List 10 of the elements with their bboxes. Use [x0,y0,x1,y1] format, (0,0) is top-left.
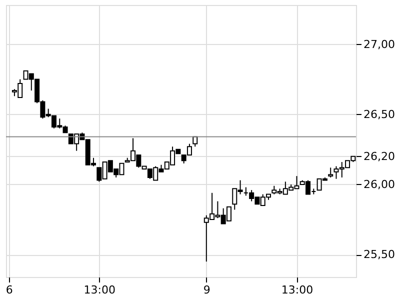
x-tick-label: 9 [203,284,210,296]
x-tick-label: 13:00 [281,284,314,296]
x-tick-label: 6 [6,284,13,296]
y-tick-label: 26,00 [364,178,395,191]
candlestick [328,167,334,178]
y-tick-label: 26,20 [364,150,395,163]
y-tick-label: 25,50 [364,248,395,262]
y-tick-label: 26,50 [364,108,395,121]
y-tick-label: 27,00 [364,38,395,51]
x-tick-label: 13:00 [84,284,116,296]
